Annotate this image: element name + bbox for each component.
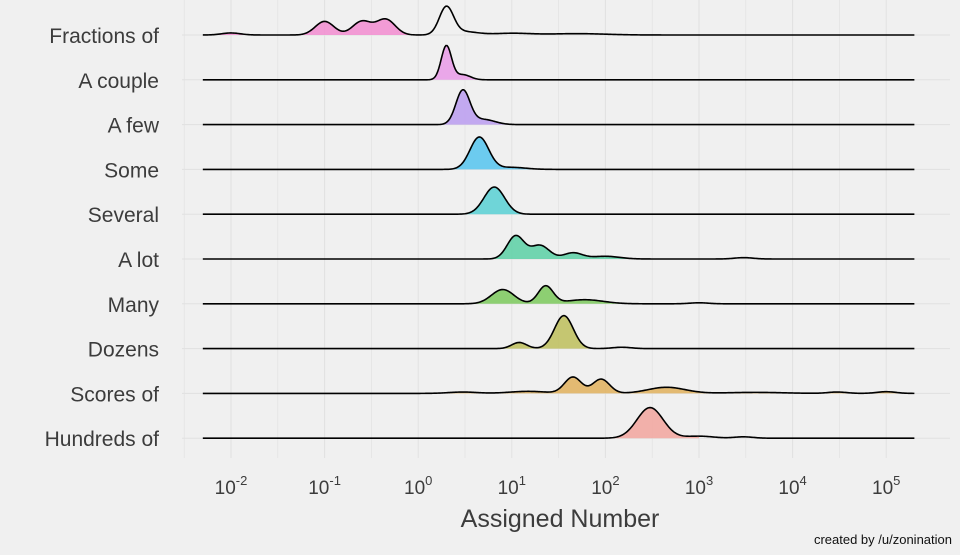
ridge-fill [202, 18, 419, 35]
y-axis-label: A few [108, 115, 160, 138]
x-axis-tick-labels: 10-2 10-1 100 101 102 103 104 105 [215, 473, 901, 499]
ridge-outline [202, 406, 915, 439]
ridge-several [202, 186, 915, 215]
ridge-outline [202, 314, 915, 350]
ridge-fill [446, 376, 915, 394]
x-tick-label: 100 [404, 473, 432, 499]
y-axis-label: Scores of [70, 383, 159, 406]
ridge-fill [418, 45, 498, 80]
y-axis-label: Some [104, 159, 159, 182]
x-tick-label: 10-2 [215, 473, 248, 499]
ridge-some [202, 136, 915, 171]
ridge-fill [502, 315, 606, 349]
ridge-outline [202, 234, 915, 260]
x-tick-label: 101 [498, 473, 526, 499]
y-axis-label: Several [88, 204, 159, 227]
ridge-many [202, 284, 915, 305]
ridge-outline [202, 136, 915, 171]
ridge-fill [474, 285, 634, 304]
ridge-fill [605, 407, 699, 439]
ridge-a-couple [202, 44, 915, 81]
y-axis-label: Many [108, 294, 160, 317]
ridge-fill [446, 187, 540, 215]
ridge-outline [202, 284, 915, 305]
ridge-outline [202, 186, 915, 215]
caption: created by /u/zonination [814, 532, 952, 547]
ridges [202, 5, 915, 439]
ridge-dozens [202, 314, 915, 350]
x-tick-label: 102 [591, 473, 619, 499]
y-axis-label: A lot [118, 249, 159, 272]
y-axis-label: A couple [78, 70, 159, 93]
y-axis-label: Hundreds of [45, 428, 160, 451]
ridge-a-lot [202, 234, 915, 260]
ridge-scores-of [202, 376, 915, 395]
ridge-outline [202, 88, 915, 126]
ridge-outline [202, 376, 915, 395]
ridge-hundreds-of [202, 406, 915, 439]
x-axis-title: Assigned Number [461, 505, 660, 533]
x-tick-label: 103 [685, 473, 713, 499]
y-axis-labels: Fractions of A couple A few Some Several A lo… [45, 25, 160, 451]
y-axis-label: Dozens [88, 339, 159, 362]
x-tick-label: 10-1 [308, 473, 341, 499]
ridge-a-few [202, 88, 915, 126]
y-axis-label: Fractions of [49, 25, 159, 48]
x-tick-label: 105 [872, 473, 900, 499]
ridge-outline [202, 44, 915, 81]
ridge-outline [202, 5, 915, 36]
ridge-fill [434, 136, 540, 170]
ridge-fractions-of [202, 5, 915, 36]
x-tick-label: 104 [778, 473, 806, 499]
ridge-fill [462, 235, 634, 259]
